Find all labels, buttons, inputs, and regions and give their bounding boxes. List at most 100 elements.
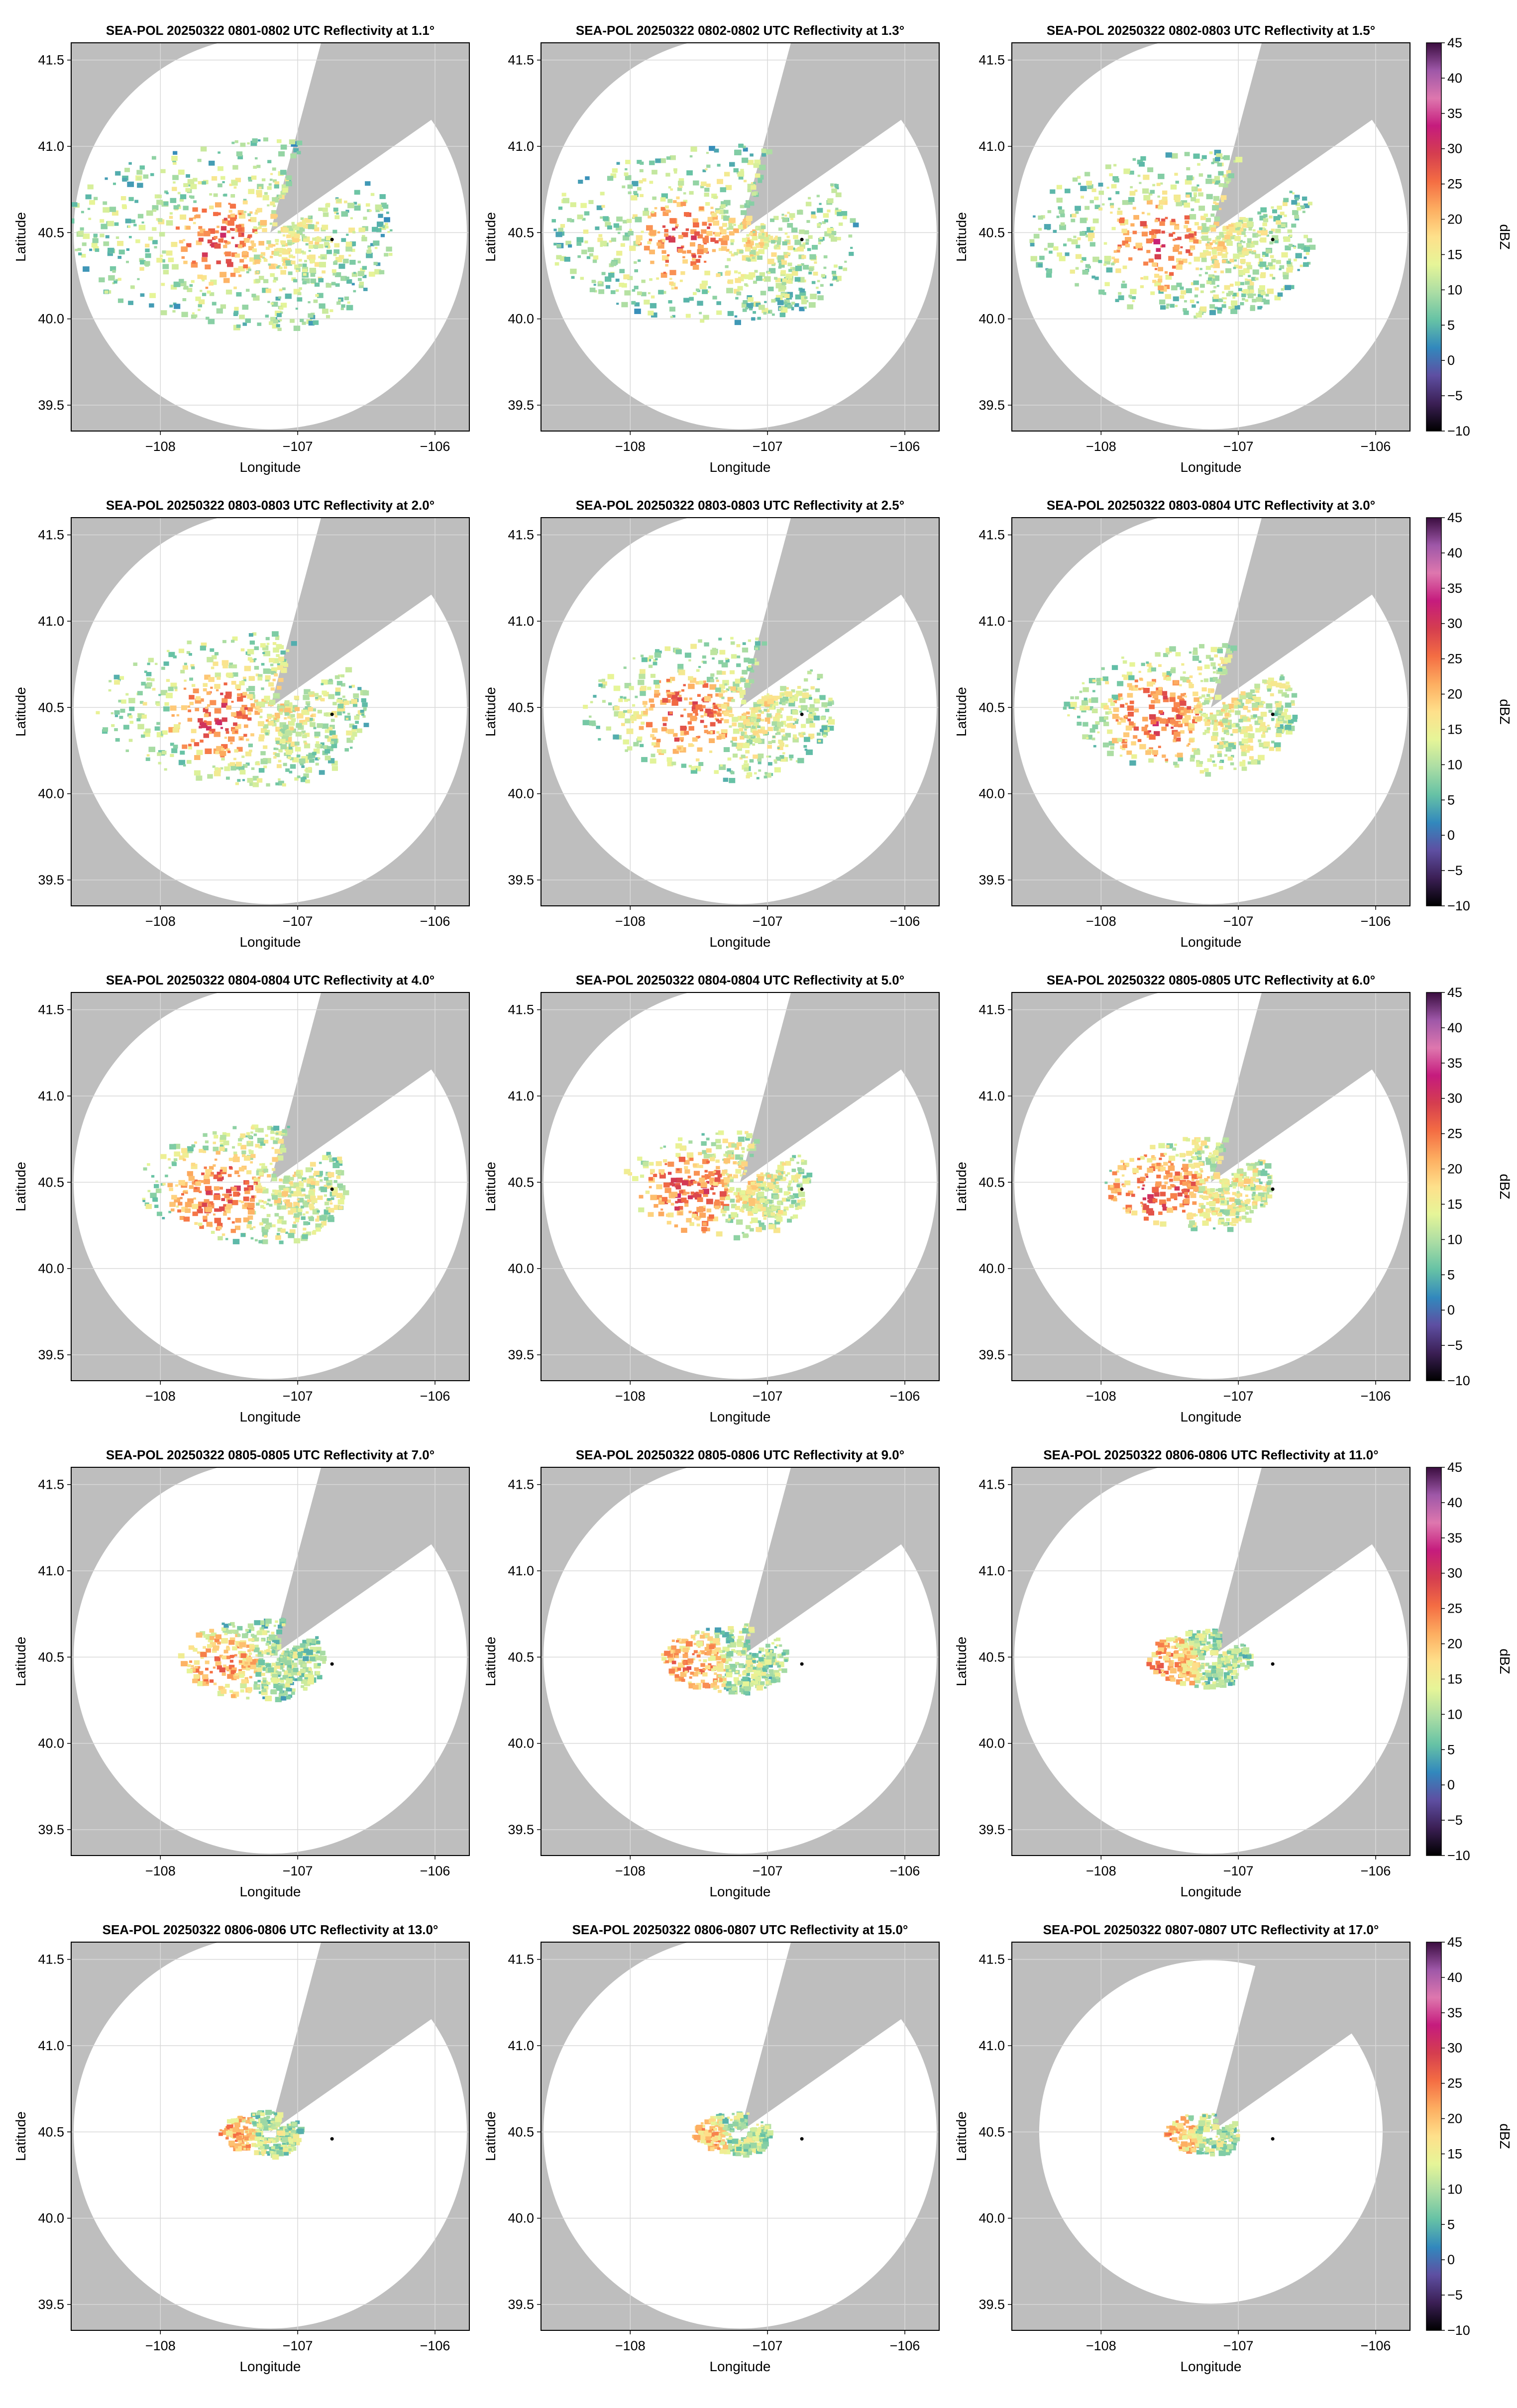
echo-cell (65, 226, 68, 229)
map-panel: SEA-POL 20250322 0801-0802 UTC Reflectiv… (13, 23, 470, 475)
echo-cell (1173, 296, 1179, 302)
echo-cell (1175, 652, 1181, 657)
echo-cell (239, 213, 242, 215)
echo-cell (236, 292, 242, 297)
echo-cell (1176, 258, 1182, 263)
echo-cell (1261, 229, 1268, 235)
echo-cell (1053, 246, 1059, 251)
echo-cell (133, 662, 138, 666)
echo-cell (200, 228, 206, 233)
echo-cell (688, 659, 691, 661)
echo-cell (763, 245, 768, 250)
echo-cell (189, 284, 193, 287)
echo-cell (1158, 285, 1164, 291)
echo-cell (1115, 268, 1121, 273)
echo-cell (1165, 648, 1172, 653)
echo-cell (146, 677, 151, 681)
echo-cell (756, 735, 760, 739)
echo-cell (362, 690, 369, 696)
echo-cell (1263, 741, 1270, 747)
echo-cell (312, 708, 317, 712)
echo-cell (357, 204, 361, 206)
echo-cell (1246, 262, 1251, 266)
echo-cell (776, 716, 780, 719)
echo-cell (285, 730, 292, 736)
echo-cell (1086, 735, 1092, 740)
echo-cell (1220, 737, 1225, 741)
echo-cell (746, 772, 753, 777)
echo-cell (809, 715, 816, 721)
echo-cell (278, 151, 285, 157)
echo-cell (1291, 700, 1295, 704)
echo-cell (267, 714, 272, 718)
echo-cell (270, 317, 276, 322)
echo-cell (657, 240, 662, 244)
echo-cell (779, 278, 784, 282)
echo-cell (303, 1227, 307, 1231)
echo-cell (811, 214, 816, 219)
echo-cell (183, 1158, 186, 1161)
echo-cell (758, 699, 764, 704)
echo-cell (155, 662, 158, 665)
echo-cell (1106, 187, 1109, 189)
echo-cell (729, 251, 732, 254)
echo-cell (219, 1187, 223, 1190)
echo-cell (82, 242, 87, 246)
echo-cell (714, 240, 719, 244)
echo-cell (704, 193, 709, 197)
echo-cell (1176, 737, 1181, 742)
echo-cell (129, 706, 135, 711)
echo-cell (274, 717, 277, 720)
echo-cell (1218, 766, 1223, 769)
echo-cell (1291, 200, 1298, 205)
echo-cell (128, 301, 133, 305)
echo-cell (347, 713, 350, 715)
echo-cell (780, 720, 786, 725)
echo-cell (650, 704, 655, 708)
echo-cell (811, 712, 816, 717)
echo-cell (292, 255, 296, 259)
echo-cell (1070, 702, 1077, 707)
echo-cell (322, 208, 328, 212)
x-tick-label: −107 (1223, 439, 1254, 454)
echo-cell (246, 688, 251, 692)
echo-cell (227, 696, 232, 699)
panel-title: SEA-POL 20250322 0802-0803 UTC Reflectiv… (1047, 23, 1375, 38)
echo-cell (808, 694, 812, 698)
echo-cell (1263, 228, 1267, 231)
echo-cell (182, 1152, 189, 1158)
echo-cell (1147, 200, 1153, 205)
echo-cell (1155, 229, 1161, 234)
echo-cell (749, 307, 753, 311)
echo-cell (314, 227, 320, 231)
echo-cell (194, 1187, 198, 1190)
echo-cell (196, 214, 201, 219)
echo-cell (1207, 277, 1212, 281)
echo-cell (193, 1197, 196, 1200)
echo-cell (775, 714, 779, 718)
echo-cell (224, 1204, 231, 1210)
echo-cell (346, 730, 352, 736)
echo-cell (267, 1199, 271, 1202)
echo-cell (330, 1197, 334, 1200)
echo-cell (172, 1162, 177, 1166)
echo-cell (191, 262, 198, 268)
echo-cell (141, 734, 145, 738)
echo-cell (222, 181, 225, 184)
echo-cell (195, 296, 201, 301)
echo-cell (161, 283, 165, 286)
echo-cell (608, 702, 612, 706)
site-marker (800, 237, 804, 241)
echo-cell (180, 669, 185, 674)
echo-cell (279, 319, 282, 322)
echo-cell (683, 684, 686, 686)
echo-cell (647, 241, 651, 244)
echo-cell (1149, 704, 1155, 709)
echo-cell (772, 736, 775, 738)
echo-cell (638, 259, 641, 262)
echo-cell (1096, 677, 1101, 682)
echo-cell (1238, 243, 1242, 247)
echo-cell (288, 254, 293, 258)
echo-cell (229, 662, 233, 666)
echo-cell (1143, 174, 1150, 180)
